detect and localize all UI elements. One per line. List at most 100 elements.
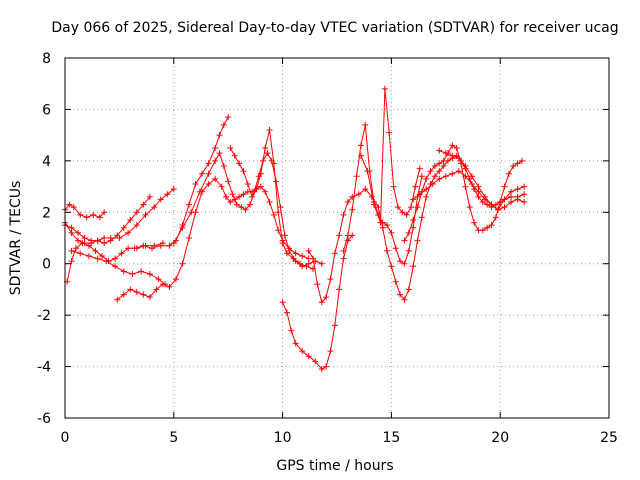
data-point bbox=[70, 204, 77, 211]
data-point bbox=[288, 327, 295, 334]
data-point bbox=[377, 219, 384, 226]
data-point bbox=[218, 183, 225, 190]
series-line bbox=[64, 188, 175, 242]
data-point bbox=[442, 173, 449, 180]
data-point bbox=[212, 175, 219, 182]
data-point bbox=[166, 283, 173, 290]
data-point bbox=[497, 199, 504, 205]
data-layer bbox=[62, 85, 528, 373]
data-point bbox=[101, 235, 108, 241]
data-point bbox=[81, 235, 88, 241]
data-point bbox=[484, 224, 491, 231]
data-point bbox=[142, 211, 149, 218]
data-point bbox=[453, 145, 460, 151]
data-point bbox=[98, 253, 105, 259]
data-point bbox=[386, 129, 393, 136]
data-point bbox=[414, 237, 421, 244]
plot-frame bbox=[64, 57, 610, 419]
data-point bbox=[227, 199, 234, 205]
data-point bbox=[133, 209, 140, 216]
data-point bbox=[146, 193, 153, 200]
x-tick-label: 25 bbox=[600, 430, 618, 446]
data-point bbox=[120, 224, 127, 231]
data-point bbox=[94, 237, 101, 244]
data-point bbox=[129, 271, 136, 277]
data-point bbox=[155, 276, 162, 283]
data-point bbox=[449, 142, 456, 149]
data-point bbox=[381, 85, 388, 92]
data-point bbox=[196, 188, 203, 195]
data-point bbox=[164, 191, 171, 198]
data-point bbox=[303, 263, 310, 270]
data-point bbox=[514, 160, 521, 167]
data-point bbox=[127, 217, 134, 223]
data-point bbox=[85, 253, 92, 259]
data-point bbox=[96, 214, 103, 221]
data-point bbox=[449, 170, 456, 177]
data-point bbox=[290, 255, 297, 262]
data-point bbox=[199, 170, 206, 177]
data-point bbox=[514, 196, 521, 203]
data-point bbox=[68, 224, 75, 231]
data-point bbox=[257, 170, 264, 177]
data-point bbox=[488, 201, 495, 208]
data-point bbox=[266, 127, 273, 133]
data-point bbox=[138, 268, 145, 275]
data-point bbox=[455, 155, 462, 162]
x-tick-label: 20 bbox=[491, 430, 509, 446]
data-point bbox=[518, 157, 525, 164]
data-point bbox=[292, 340, 299, 347]
data-point bbox=[270, 211, 277, 218]
data-point bbox=[397, 291, 404, 298]
grid bbox=[65, 58, 609, 418]
data-point bbox=[270, 160, 277, 167]
data-point bbox=[390, 183, 397, 190]
data-point bbox=[388, 229, 395, 236]
data-point bbox=[159, 281, 166, 288]
data-point bbox=[340, 211, 347, 218]
data-point bbox=[394, 204, 401, 211]
data-point bbox=[233, 201, 240, 208]
data-point bbox=[501, 196, 508, 203]
data-point bbox=[172, 276, 179, 283]
data-point bbox=[249, 193, 256, 200]
data-point bbox=[336, 286, 343, 293]
data-point bbox=[120, 268, 127, 275]
data-point bbox=[384, 222, 391, 229]
data-point bbox=[101, 240, 108, 247]
data-point bbox=[242, 206, 249, 213]
data-point bbox=[133, 222, 140, 229]
data-point bbox=[107, 237, 114, 244]
data-point bbox=[331, 250, 338, 257]
data-point bbox=[355, 191, 362, 198]
y-tick-label: -2 bbox=[37, 308, 51, 324]
data-point bbox=[462, 163, 469, 169]
data-point bbox=[323, 363, 330, 370]
data-point bbox=[140, 201, 147, 208]
data-point bbox=[501, 204, 508, 211]
data-point bbox=[427, 168, 434, 175]
data-point bbox=[379, 224, 386, 231]
data-point bbox=[466, 204, 473, 211]
data-point bbox=[401, 237, 408, 244]
series-line bbox=[116, 178, 309, 301]
data-point bbox=[212, 157, 219, 164]
data-point bbox=[253, 186, 260, 193]
data-point bbox=[305, 353, 312, 360]
data-point bbox=[323, 294, 330, 301]
data-point bbox=[205, 181, 212, 187]
data-point bbox=[353, 173, 360, 180]
data-point bbox=[416, 165, 423, 172]
data-point bbox=[266, 199, 273, 205]
series-line bbox=[229, 129, 314, 270]
data-point bbox=[118, 250, 125, 257]
data-point bbox=[170, 240, 177, 247]
data-point bbox=[397, 258, 404, 265]
data-point bbox=[66, 201, 73, 208]
data-point bbox=[216, 150, 223, 157]
data-point bbox=[318, 366, 325, 373]
data-point bbox=[305, 247, 312, 254]
data-point bbox=[75, 229, 82, 236]
series-line bbox=[66, 242, 164, 282]
data-point bbox=[436, 175, 443, 182]
